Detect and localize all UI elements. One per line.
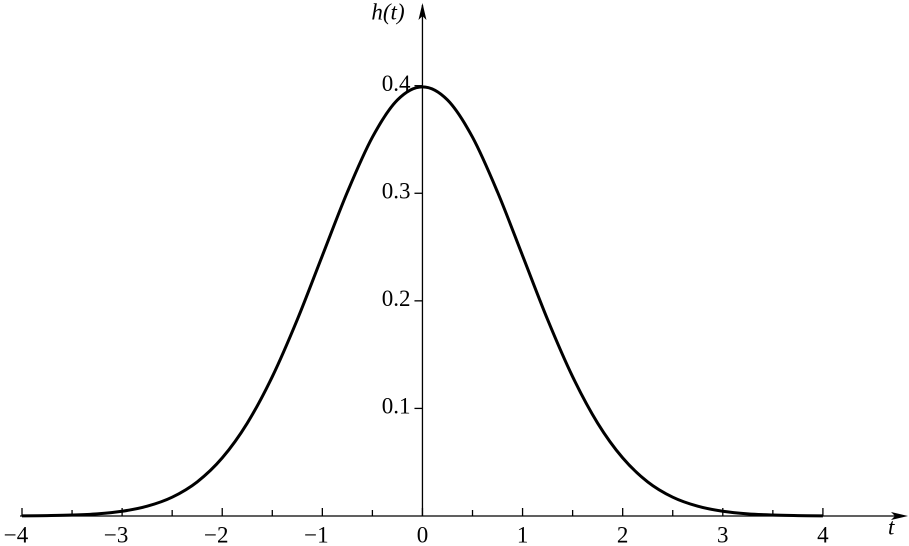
x-tick-label: 0 — [417, 522, 429, 546]
x-tick-label: 2 — [617, 522, 629, 546]
y-axis-label: h(t) — [371, 0, 404, 24]
x-tick-label: 4 — [817, 522, 829, 546]
x-tick-label: −4 — [4, 522, 29, 546]
x-tick-label: −3 — [104, 522, 128, 546]
y-axis-arrow — [418, 3, 427, 20]
x-tick-label: −2 — [204, 522, 228, 546]
x-axis-label: t — [888, 514, 895, 539]
x-tick-label: −1 — [304, 522, 328, 546]
y-tick-label: 0.2 — [382, 286, 411, 311]
x-tick-label: 3 — [717, 522, 729, 546]
y-tick-label: 0.3 — [382, 179, 411, 204]
y-tick-label: 0.1 — [382, 394, 411, 419]
x-axis-arrow — [891, 512, 908, 520]
curve — [21, 85, 823, 518]
x-tick-label: 1 — [517, 522, 529, 546]
